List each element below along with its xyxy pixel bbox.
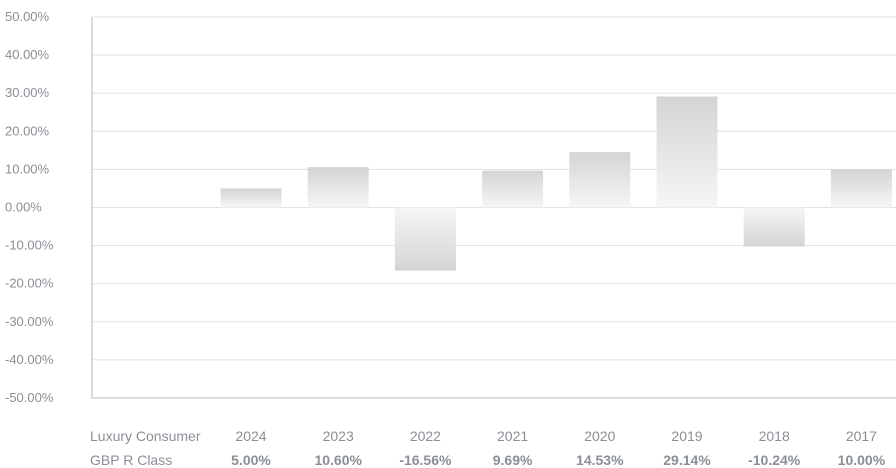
value-label: 29.14% [663, 452, 711, 468]
y-tick-label: 50.00% [5, 9, 50, 24]
x-tick-label: 2018 [759, 428, 790, 444]
series-label: Luxury Consumer [90, 428, 201, 444]
value-label: -10.24% [748, 452, 801, 468]
series-label: GBP R Class [90, 452, 172, 468]
y-tick-label: 40.00% [5, 47, 50, 62]
value-label: 10.00% [838, 452, 886, 468]
x-tick-label: 2024 [235, 428, 266, 444]
y-tick-label: 10.00% [5, 161, 50, 176]
x-tick-label: 2020 [584, 428, 615, 444]
value-label: 5.00% [231, 452, 271, 468]
value-label: 10.60% [314, 452, 362, 468]
bars [220, 96, 892, 271]
y-tick-label: 0.00% [5, 200, 42, 215]
y-tick-label: -20.00% [5, 276, 54, 291]
labels: 50.00% 40.00% 30.00% 20.00% 10.00% 0.00% -10.0… [5, 9, 886, 468]
bar-2023 [307, 167, 369, 208]
y-tick-label: 30.00% [5, 85, 50, 100]
x-tick-label: 2022 [410, 428, 441, 444]
y-tick-label: -50.00% [5, 390, 54, 405]
bar-2019 [656, 96, 718, 208]
x-tick-label: 2019 [671, 428, 702, 444]
value-label: 14.53% [576, 452, 624, 468]
x-tick-label: 2017 [846, 428, 877, 444]
y-tick-label: -30.00% [5, 314, 54, 329]
y-tick-label: -40.00% [5, 352, 54, 367]
value-label: -16.56% [399, 452, 452, 468]
bar-2017 [830, 169, 892, 208]
x-tick-label: 2021 [497, 428, 528, 444]
bar-2018 [743, 207, 805, 247]
bar-2024 [220, 188, 282, 208]
bar-2020 [569, 152, 631, 208]
y-tick-label: -10.00% [5, 238, 54, 253]
y-tick-label: 20.00% [5, 123, 50, 138]
axes [91, 17, 896, 399]
bar-2022 [394, 207, 456, 271]
bar-2021 [482, 170, 544, 208]
x-tick-label: 2023 [323, 428, 354, 444]
value-label: 9.69% [493, 452, 533, 468]
